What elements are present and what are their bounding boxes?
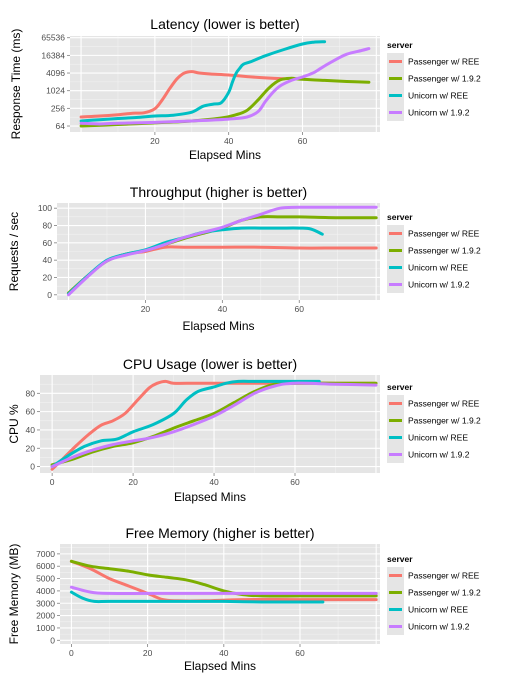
legend-label: Unicorn w/ REE <box>408 433 468 443</box>
chart-3: 0 20 40 60 0 1000 2000 3000 4000 5000 6000 7000 Free… <box>7 525 481 673</box>
legend-label: Passenger w/ 1.9.2 <box>408 416 481 426</box>
x-tick-label: 60 <box>295 304 305 314</box>
y-tick-label: 20 <box>43 272 53 282</box>
legend-label: Unicorn w/ 1.9.2 <box>408 622 470 632</box>
series-line-0 <box>69 559 378 603</box>
y-tick-label: 80 <box>26 388 36 398</box>
x-tick-label: 40 <box>219 648 229 658</box>
y-tick-label: 5000 <box>36 574 55 584</box>
legend-label: Passenger w/ 1.9.2 <box>408 246 481 256</box>
x-tick-label: 60 <box>295 648 305 658</box>
chart-title: Throughput (higher is better) <box>130 184 307 200</box>
y-tick-label: 80 <box>43 221 53 231</box>
y-tick-label: 4096 <box>46 68 65 78</box>
y-tick-label: 40 <box>26 425 36 435</box>
legend-label: Unicorn w/ REE <box>408 605 468 615</box>
series-line-2 <box>79 40 327 123</box>
chart-title: CPU Usage (lower is better) <box>123 356 297 372</box>
legend: server Passenger w/ REE Passenger w/ 1.9.2… <box>387 554 481 635</box>
y-tick-label: 6000 <box>36 561 55 571</box>
y-tick-label: 256 <box>51 103 65 113</box>
y-tick-label: 0 <box>47 290 52 300</box>
series-line-2 <box>50 379 321 469</box>
x-tick-label: 60 <box>298 136 308 146</box>
y-tick-label: 65536 <box>41 33 65 43</box>
legend-label: Passenger w/ REE <box>408 229 480 239</box>
y-axis-label: Free Memory (MB) <box>7 544 21 645</box>
series-line-3 <box>67 205 378 297</box>
series-line-3 <box>50 381 378 469</box>
y-tick-label: 0 <box>30 462 35 472</box>
chart-1: 20 40 60 0 20 40 60 80 100 Throughput (higher is … <box>7 184 481 333</box>
y-tick-label: 16384 <box>41 50 65 60</box>
legend-label: Passenger w/ REE <box>408 399 480 409</box>
y-tick-label: 64 <box>56 121 66 131</box>
y-tick-label: 7000 <box>36 549 55 559</box>
y-axis-label: Requests / sec <box>7 212 21 291</box>
y-tick-label: 1024 <box>46 86 65 96</box>
chart-0: 20 40 60 64 256 1024 4096 16384 65536 Latency (lo… <box>9 16 481 162</box>
legend: server Passenger w/ REE Passenger w/ 1.9.2… <box>387 40 481 121</box>
series-line-3 <box>69 585 378 595</box>
legend: server Passenger w/ REE Passenger w/ 1.9.2… <box>387 212 481 293</box>
x-tick-label: 40 <box>218 304 228 314</box>
legend-label: Passenger w/ 1.9.2 <box>408 74 481 84</box>
y-axis-label: Response Time (ms) <box>9 29 23 140</box>
plot-panel <box>40 375 380 473</box>
legend-label: Passenger w/ REE <box>408 571 480 581</box>
x-tick-label: 60 <box>290 477 300 487</box>
chart-2: 0 20 40 60 0 20 40 60 80 CPU Usage (lower is bett… <box>7 356 481 504</box>
series-line-2 <box>69 590 325 604</box>
legend-label: Passenger w/ REE <box>408 57 480 67</box>
x-tick-label: 20 <box>143 648 153 658</box>
legend-label: Passenger w/ 1.9.2 <box>408 588 481 598</box>
legend-title: server <box>387 382 413 392</box>
legend-label: Unicorn w/ 1.9.2 <box>408 280 470 290</box>
y-axis-label: CPU % <box>7 404 21 444</box>
x-tick-label: 40 <box>224 136 234 146</box>
y-tick-label: 20 <box>26 443 36 453</box>
x-axis-label: Elapsed Mins <box>189 148 261 162</box>
series-line-3 <box>79 47 371 126</box>
x-axis-label: Elapsed Mins <box>182 319 254 333</box>
y-tick-label: 100 <box>38 203 52 213</box>
y-tick-label: 60 <box>43 238 53 248</box>
y-tick-label: 3000 <box>36 598 55 608</box>
chart-title: Latency (lower is better) <box>150 16 299 32</box>
y-tick-label: 40 <box>43 255 53 265</box>
series-line-0 <box>50 379 378 471</box>
legend-title: server <box>387 212 413 222</box>
legend: server Passenger w/ REE Passenger w/ 1.9.2… <box>387 382 481 463</box>
x-axis-label: Elapsed Mins <box>174 490 246 504</box>
x-axis-label: Elapsed Mins <box>184 659 256 673</box>
y-tick-label: 2000 <box>36 611 55 621</box>
legend-title: server <box>387 554 413 564</box>
legend-label: Unicorn w/ REE <box>408 91 468 101</box>
x-tick-label: 40 <box>209 477 219 487</box>
x-tick-label: 0 <box>50 477 55 487</box>
y-tick-label: 4000 <box>36 586 55 596</box>
legend-label: Unicorn w/ 1.9.2 <box>408 450 470 460</box>
y-tick-label: 60 <box>26 407 36 417</box>
x-tick-label: 20 <box>128 477 138 487</box>
legend-label: Unicorn w/ REE <box>408 263 468 273</box>
legend-title: server <box>387 40 413 50</box>
legend-label: Unicorn w/ 1.9.2 <box>408 108 470 118</box>
x-tick-label: 20 <box>141 304 151 314</box>
y-tick-label: 1000 <box>36 623 55 633</box>
chart-title: Free Memory (higher is better) <box>125 525 314 541</box>
series-line-1 <box>69 559 378 598</box>
x-tick-label: 20 <box>150 136 160 146</box>
y-tick-label: 0 <box>50 635 55 645</box>
x-tick-label: 0 <box>69 648 74 658</box>
